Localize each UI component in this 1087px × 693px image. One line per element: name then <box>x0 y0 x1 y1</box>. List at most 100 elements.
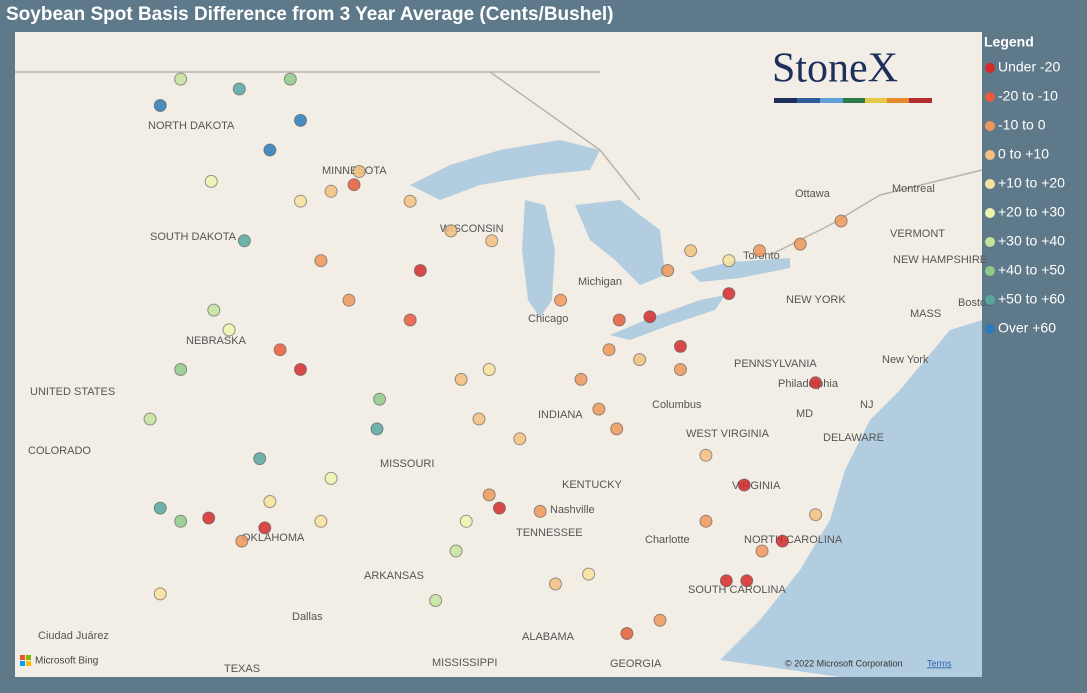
basis-point <box>482 363 496 376</box>
basis-point <box>237 234 251 248</box>
legend-label[interactable]: +30 to +40 <box>998 233 1065 249</box>
basis-point <box>673 339 687 353</box>
basis-point <box>263 143 277 157</box>
place-label: DELAWARE <box>823 432 884 444</box>
place-label: WEST VIRGINIA <box>686 428 770 440</box>
place-label: ARKANSAS <box>364 570 424 582</box>
basis-point <box>485 234 499 248</box>
basis-point <box>153 587 167 601</box>
basis-point <box>653 613 667 627</box>
title: Soybean Spot Basis Difference from 3 Yea… <box>6 4 614 25</box>
bing-icon <box>20 655 25 660</box>
place-label: MISSISSIPPI <box>432 657 497 669</box>
basis-point <box>482 488 496 502</box>
basis-point <box>737 478 751 492</box>
legend-swatch <box>985 150 995 160</box>
place-label: MASS <box>910 308 941 320</box>
basis-point <box>232 82 246 96</box>
basis-point <box>472 412 486 426</box>
basis-point <box>283 72 297 86</box>
legend-label[interactable]: -10 to 0 <box>998 117 1046 133</box>
basis-point <box>592 402 606 416</box>
basis-point <box>602 343 616 357</box>
place-label: UNITED STATES <box>30 386 115 398</box>
points <box>143 72 848 640</box>
basis-point <box>753 244 766 258</box>
basis-point <box>549 577 562 591</box>
legend-label[interactable]: +40 to +50 <box>998 262 1065 278</box>
basis-point <box>610 422 624 436</box>
basis-point <box>294 194 307 208</box>
place-label: SOUTH CAROLINA <box>688 584 786 596</box>
copyright: © 2022 Microsoft Corporation <box>785 658 903 668</box>
basis-point <box>294 113 307 127</box>
bing-icon <box>20 661 25 666</box>
basis-point <box>253 452 267 466</box>
basis-point <box>699 514 713 528</box>
legend-swatch <box>985 208 995 218</box>
place-label: NEBRASKA <box>186 335 247 347</box>
basis-point <box>352 165 366 178</box>
basis-point <box>793 237 807 251</box>
basis-point <box>174 72 188 86</box>
place-label: Ciudad Juárez <box>38 630 109 642</box>
basis-point <box>222 323 236 337</box>
legend-label[interactable]: Under -20 <box>998 59 1060 75</box>
lake-superior <box>410 140 600 200</box>
lake-erie <box>610 295 725 340</box>
place-label: Philadelphia <box>778 378 839 390</box>
place-label: Chicago <box>528 313 568 325</box>
legend-label[interactable]: Over +60 <box>998 320 1056 336</box>
place-label: Boston <box>958 297 992 309</box>
basis-point <box>174 514 188 528</box>
place-label: Nashville <box>550 504 595 516</box>
legend-label[interactable]: +50 to +60 <box>998 291 1065 307</box>
place-label: Michigan <box>578 276 622 288</box>
logo-bar <box>820 98 843 103</box>
place-label: Dallas <box>292 611 323 623</box>
legend-swatch <box>985 266 995 276</box>
basis-point <box>699 448 713 462</box>
place-labels: NORTH DAKOTAMINNESOTASOUTH DAKOTANEBRASK… <box>28 120 992 675</box>
terms-link[interactable]: Terms <box>927 658 952 668</box>
basis-point <box>454 372 468 386</box>
logo-bar <box>774 98 797 103</box>
place-label: NORTH DAKOTA <box>148 120 235 132</box>
place-label: Charlotte <box>645 534 690 546</box>
logo-bar <box>865 98 887 103</box>
basis-point <box>207 303 221 317</box>
basis-point <box>582 567 596 581</box>
basis-point <box>324 471 338 485</box>
logo: StoneX <box>772 46 932 103</box>
basis-point <box>444 224 458 238</box>
basis-point <box>273 343 287 357</box>
basis-point <box>775 534 789 548</box>
legend-label[interactable]: +10 to +20 <box>998 175 1065 191</box>
basis-point <box>403 194 417 208</box>
basis-point <box>342 293 356 307</box>
basis-point <box>533 504 547 518</box>
map <box>15 32 983 677</box>
attribution: Microsoft Bing © 2022 Microsoft Corporat… <box>20 655 952 668</box>
basis-point <box>554 293 568 307</box>
legend-label[interactable]: +20 to +30 <box>998 204 1065 220</box>
legend-swatch <box>985 324 995 334</box>
basis-point <box>174 363 188 376</box>
basis-point <box>294 363 307 376</box>
basis-point <box>153 99 167 112</box>
legend-swatch <box>985 63 995 73</box>
place-label: VERMONT <box>890 228 945 240</box>
place-label: OKLAHOMA <box>242 532 305 544</box>
legend-label[interactable]: 0 to +10 <box>998 146 1049 162</box>
basis-point <box>633 353 647 367</box>
place-label: MISSOURI <box>380 458 434 470</box>
basis-point <box>429 594 443 607</box>
place-label: NEW YORK <box>786 294 846 306</box>
basis-point <box>314 514 328 528</box>
place-label: COLORADO <box>28 445 91 457</box>
legend-swatch <box>985 92 995 102</box>
lake-michigan <box>522 200 555 318</box>
basis-point <box>413 264 427 277</box>
legend-label[interactable]: -20 to -10 <box>998 88 1058 104</box>
